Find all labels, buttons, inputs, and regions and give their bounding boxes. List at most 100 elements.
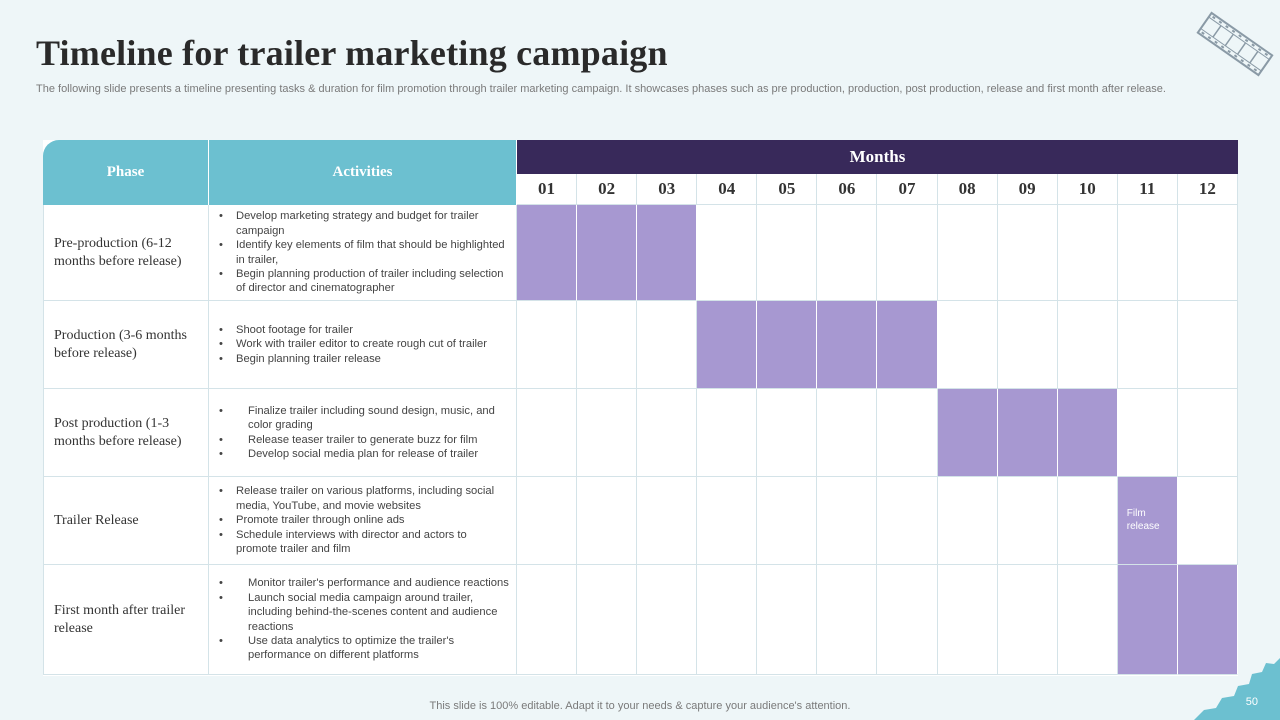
film-strip-icon	[1196, 11, 1274, 77]
timeline-empty-cell	[817, 205, 878, 301]
months-header: Months	[517, 140, 1238, 174]
activity-item: Promote trailer through online ads	[219, 513, 510, 528]
month-header-06: 06	[817, 174, 878, 205]
activity-item: Shoot footage for trailer	[219, 323, 487, 338]
timeline-empty-cell	[577, 389, 638, 477]
timeline-empty-cell	[757, 389, 818, 477]
phase-cell: Post production (1-3 months before relea…	[43, 389, 209, 477]
activities-list: Release trailer on various platforms, in…	[219, 484, 510, 556]
activity-item: Identify key elements of film that shoul…	[219, 238, 510, 267]
activity-item: Launch social media campaign around trai…	[219, 591, 510, 634]
activity-item: Use data analytics to optimize the trail…	[219, 634, 510, 663]
timeline-empty-cell	[1057, 301, 1118, 389]
slide-title: Timeline for trailer marketing campaign	[36, 33, 668, 73]
timeline-empty-cell	[1057, 477, 1118, 565]
timeline-empty-cell	[757, 565, 818, 675]
timeline-empty-cell	[697, 389, 758, 477]
month-header-02: 02	[577, 174, 638, 205]
month-header-01: 01	[517, 174, 578, 205]
timeline-empty-cell	[517, 301, 578, 389]
timeline-bar-cell	[937, 389, 998, 477]
timeline-bar-cell	[637, 205, 698, 301]
activities-cell: Shoot footage for trailerWork with trail…	[209, 301, 517, 389]
activities-list: Monitor trailer's performance and audien…	[219, 576, 510, 662]
timeline-empty-cell	[517, 565, 578, 675]
timeline-empty-cell	[697, 565, 758, 675]
timeline-empty-cell	[997, 205, 1058, 301]
timeline-empty-cell	[1177, 301, 1238, 389]
timeline-empty-cell	[1117, 389, 1178, 477]
timeline-empty-cell	[817, 565, 878, 675]
activity-item: Work with trailer editor to create rough…	[219, 337, 487, 352]
timeline-empty-cell	[997, 565, 1058, 675]
month-header-05: 05	[757, 174, 818, 205]
slide-subtitle: The following slide presents a timeline …	[36, 83, 1166, 95]
timeline-empty-cell	[757, 477, 818, 565]
timeline-empty-cell	[517, 389, 578, 477]
month-header-10: 10	[1057, 174, 1118, 205]
activity-item: Develop marketing strategy and budget fo…	[219, 209, 510, 238]
timeline-empty-cell	[1177, 205, 1238, 301]
timeline-empty-cell	[937, 477, 998, 565]
timeline-bar-cell	[1057, 389, 1118, 477]
timeline-bar-cell: Film release	[1117, 477, 1178, 565]
page-number: 50	[1245, 696, 1258, 708]
timeline-bar-cell	[877, 301, 938, 389]
timeline-empty-cell	[637, 477, 698, 565]
timeline-empty-cell	[1177, 389, 1238, 477]
timeline-empty-cell	[637, 389, 698, 477]
timeline-empty-cell	[517, 477, 578, 565]
phase-cell: Trailer Release	[43, 477, 209, 565]
timeline-empty-cell	[817, 477, 878, 565]
activities-list: Finalize trailer including sound design,…	[219, 404, 510, 462]
timeline-bar-cell	[997, 389, 1058, 477]
footer-note: This slide is 100% editable. Adapt it to…	[429, 700, 851, 712]
bar-label: Film release	[1126, 508, 1160, 532]
timeline-bar-cell	[817, 301, 878, 389]
activity-item: Release teaser trailer to generate buzz …	[219, 433, 510, 448]
month-header-04: 04	[697, 174, 758, 205]
month-header-08: 08	[937, 174, 998, 205]
phase-cell: First month after trailer release	[43, 565, 209, 675]
timeline-empty-cell	[817, 389, 878, 477]
timeline-empty-cell	[697, 477, 758, 565]
month-header-12: 12	[1177, 174, 1238, 205]
timeline-empty-cell	[577, 301, 638, 389]
phase-header: Phase	[43, 140, 209, 205]
timeline-bar-cell	[1177, 565, 1238, 675]
month-header-09: 09	[997, 174, 1058, 205]
timeline-empty-cell	[997, 301, 1058, 389]
corner-decoration	[1194, 658, 1280, 720]
activities-list: Develop marketing strategy and budget fo…	[219, 209, 510, 295]
timeline-empty-cell	[1117, 205, 1178, 301]
timeline-empty-cell	[877, 205, 938, 301]
activities-cell: Finalize trailer including sound design,…	[209, 389, 517, 477]
timeline-empty-cell	[937, 205, 998, 301]
activities-cell: Monitor trailer's performance and audien…	[209, 565, 517, 675]
phase-cell: Pre-production (6-12 months before relea…	[43, 205, 209, 301]
month-header-07: 07	[877, 174, 938, 205]
month-header-11: 11	[1117, 174, 1178, 205]
timeline-bar-cell	[517, 205, 578, 301]
timeline-bar-cell	[577, 205, 638, 301]
activity-item: Schedule interviews with director and ac…	[219, 528, 510, 557]
timeline-empty-cell	[1177, 477, 1238, 565]
activities-list: Shoot footage for trailerWork with trail…	[219, 323, 487, 367]
timeline-empty-cell	[1057, 565, 1118, 675]
activities-header: Activities	[209, 140, 517, 205]
timeline-empty-cell	[937, 301, 998, 389]
timeline-empty-cell	[877, 477, 938, 565]
activity-item: Begin planning production of trailer inc…	[219, 267, 510, 296]
timeline-table: Phase Activities Months 01 02 03 04 05 06 07 08…	[43, 140, 1238, 676]
timeline-empty-cell	[577, 565, 638, 675]
timeline-empty-cell	[1057, 205, 1118, 301]
activities-cell: Release trailer on various platforms, in…	[209, 477, 517, 565]
timeline-empty-cell	[877, 389, 938, 477]
timeline-bar-cell	[757, 301, 818, 389]
month-header-03: 03	[637, 174, 698, 205]
timeline-empty-cell	[637, 301, 698, 389]
timeline-empty-cell	[877, 565, 938, 675]
activities-cell: Develop marketing strategy and budget fo…	[209, 205, 517, 301]
activity-item: Release trailer on various platforms, in…	[219, 484, 510, 513]
timeline-bar-cell	[697, 301, 758, 389]
